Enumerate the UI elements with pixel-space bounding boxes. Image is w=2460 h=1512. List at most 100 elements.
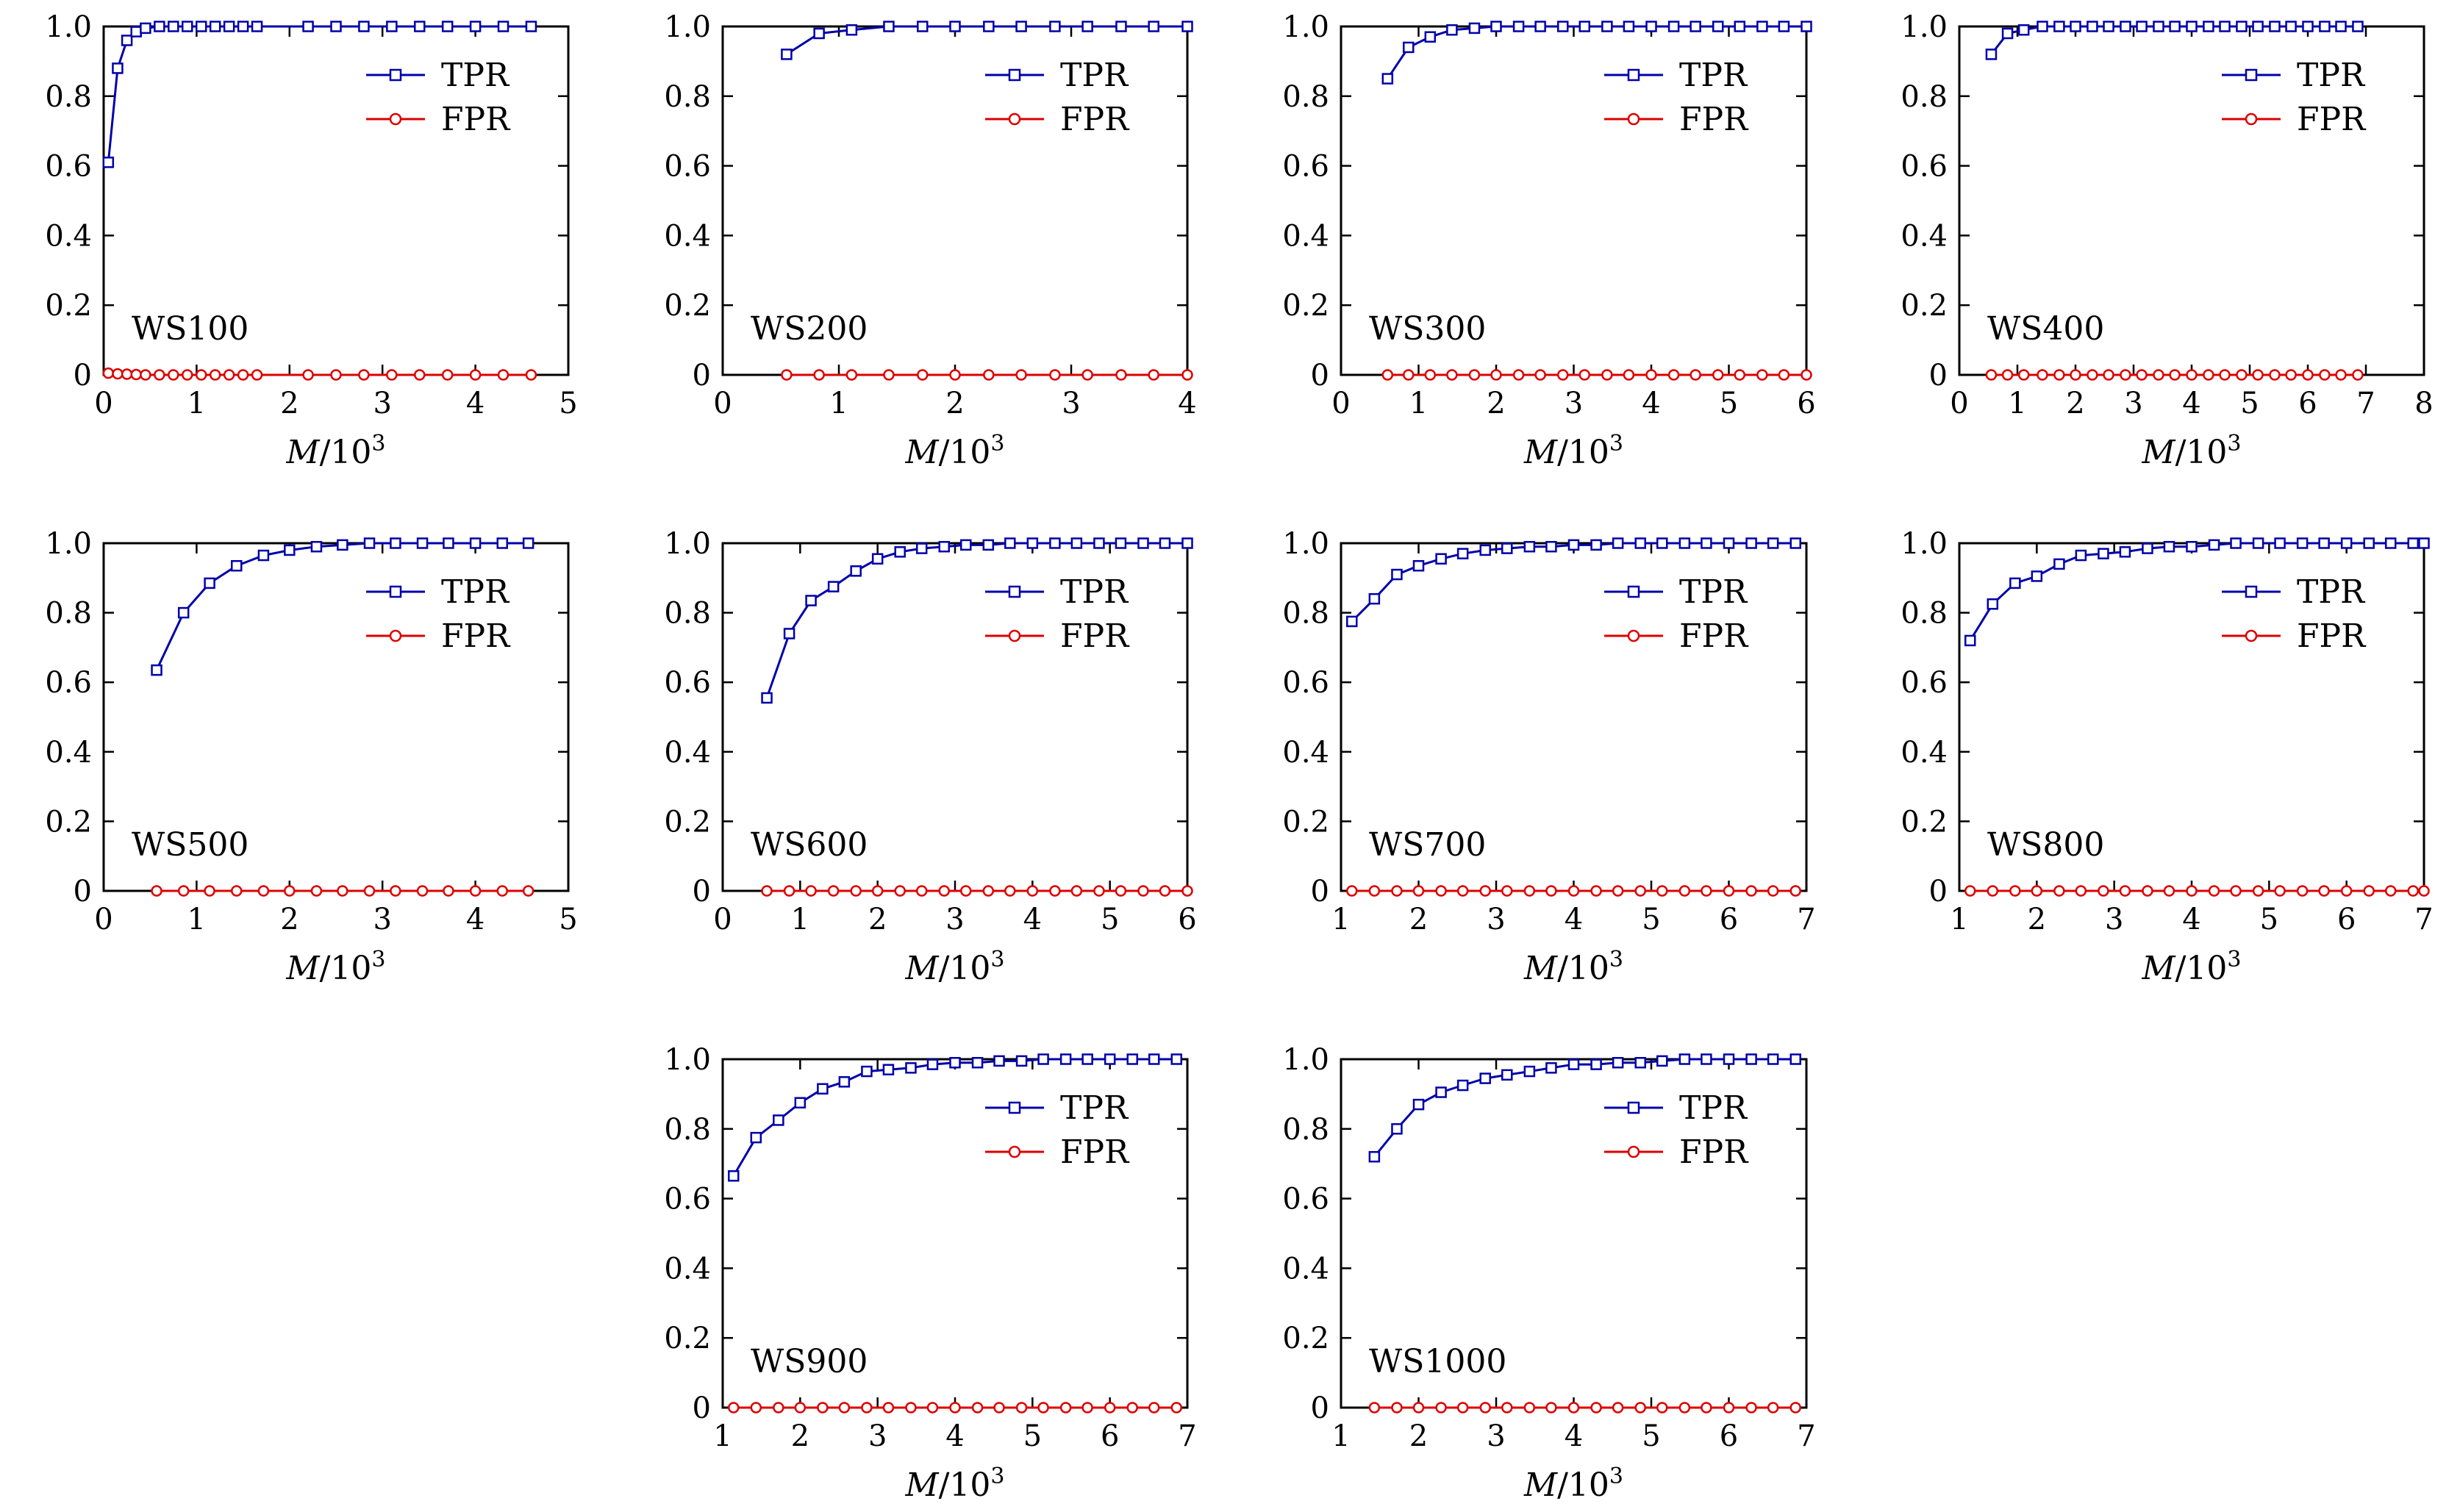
data-point	[2169, 369, 2181, 381]
data-point	[2203, 369, 2214, 381]
x-axis-label: M/103	[1523, 431, 1623, 472]
data-point	[1512, 21, 1525, 32]
data-point	[1159, 885, 1171, 897]
y-tick-label: 1.0	[1282, 527, 1329, 561]
legend-label: FPR	[1060, 101, 1130, 138]
data-point	[813, 27, 825, 40]
data-point	[1435, 553, 1447, 565]
data-point	[1070, 885, 1083, 897]
data-point	[1015, 369, 1027, 381]
x-tick-label: 1	[187, 387, 206, 420]
data-point	[358, 369, 370, 381]
x-axis-label: M/103	[1523, 947, 1623, 988]
data-point	[1656, 537, 1668, 549]
data-point	[1403, 41, 1415, 54]
data-point	[1723, 885, 1735, 897]
data-point	[781, 369, 793, 381]
data-point	[2153, 369, 2164, 381]
data-point	[102, 367, 115, 379]
data-point	[363, 537, 376, 549]
data-point	[2407, 537, 2420, 549]
data-point	[1590, 1058, 1602, 1070]
y-tick-label: 0	[1929, 359, 1948, 393]
data-point	[337, 885, 348, 897]
y-tick-label: 0.6	[45, 150, 92, 184]
legend: TPR FPR	[1604, 57, 1749, 138]
data-point	[112, 368, 124, 380]
x-tick-label: 7	[2356, 387, 2375, 420]
data-point	[2318, 885, 2330, 897]
data-point	[838, 1402, 851, 1414]
data-point	[1115, 369, 1127, 381]
data-point	[251, 21, 263, 32]
data-point	[783, 628, 795, 639]
data-point	[2352, 369, 2364, 381]
series-tpr	[761, 537, 1193, 704]
data-point	[727, 1402, 740, 1414]
data-point	[1645, 369, 1657, 381]
data-point	[1403, 369, 1415, 381]
data-point	[177, 885, 190, 897]
data-point	[237, 21, 249, 32]
data-point	[2120, 21, 2131, 32]
data-point	[1545, 540, 1557, 553]
y-tick-label: 0	[693, 875, 711, 909]
data-point	[2407, 885, 2420, 897]
x-tick-label: 3	[1487, 1419, 1505, 1453]
data-point	[209, 369, 221, 381]
series-fpr	[1985, 369, 2364, 381]
y-tick-label: 0.2	[664, 289, 711, 323]
data-point	[1634, 1056, 1646, 1069]
data-point	[1612, 885, 1624, 897]
x-tick-label: 2	[791, 1419, 809, 1453]
data-point	[1545, 885, 1557, 897]
x-tick-label: 2	[1487, 387, 1505, 420]
data-point	[1767, 537, 1779, 549]
y-tick-label: 1.0	[45, 10, 92, 44]
data-point	[522, 885, 534, 897]
chart-panel-ws400: 0 1 2 3 4 5 6 7 8 0 0.2 0.4 0.6 0.8 1.0 M/103 WS400 TPR FP…	[1901, 10, 2433, 471]
legend-marker	[2245, 629, 2258, 642]
data-point	[949, 369, 961, 381]
data-point	[1093, 885, 1105, 897]
data-point	[1391, 1402, 1403, 1414]
y-tick-label: 0.4	[1282, 219, 1329, 253]
data-point	[905, 1062, 917, 1074]
data-point	[1049, 369, 1061, 381]
x-tick-label: 6	[1720, 1419, 1738, 1453]
data-point	[1181, 885, 1193, 897]
legend-label: FPR	[441, 101, 511, 138]
data-point	[390, 885, 401, 897]
data-point	[1987, 885, 1999, 897]
data-point	[310, 885, 323, 897]
y-tick-label: 1.0	[1901, 10, 1948, 44]
legend-marker	[1627, 585, 1640, 598]
y-tick-label: 0	[693, 359, 711, 393]
x-tick-label: 7	[1178, 1419, 1196, 1453]
panel-label: WS900	[751, 1343, 868, 1380]
x-tick-label: 2	[2028, 903, 2046, 936]
data-point	[416, 537, 429, 549]
panel-label: WS700	[1369, 826, 1486, 864]
data-point	[1701, 1053, 1712, 1065]
data-point	[2274, 537, 2286, 549]
data-point	[2269, 21, 2281, 32]
panel-label: WS400	[1987, 310, 2104, 348]
data-point	[817, 1402, 829, 1414]
data-point	[1745, 885, 1757, 897]
data-point	[1501, 885, 1513, 897]
data-point	[237, 369, 249, 381]
y-tick-label: 0.2	[664, 1322, 711, 1355]
data-point	[2163, 540, 2175, 553]
data-point	[1690, 369, 1701, 381]
data-point	[2153, 21, 2164, 32]
x-axis-label: M/103	[905, 947, 1005, 988]
legend-marker	[1008, 585, 1021, 598]
data-point	[2269, 369, 2281, 381]
data-point	[337, 539, 348, 551]
data-point	[1789, 537, 1801, 549]
series-tpr	[727, 1053, 1183, 1182]
data-point	[2384, 885, 2397, 897]
panel-label: WS600	[751, 826, 868, 864]
